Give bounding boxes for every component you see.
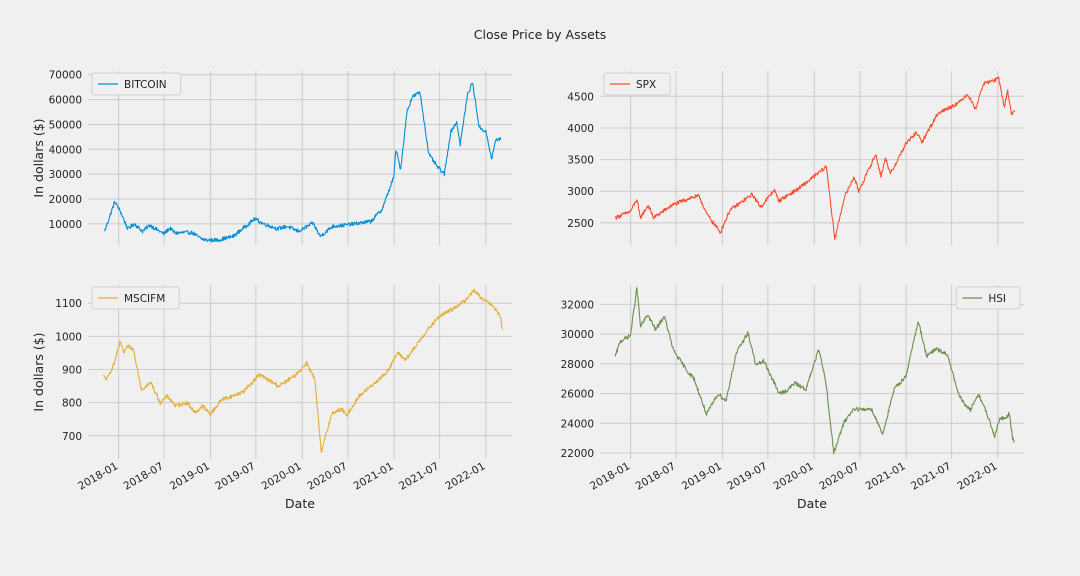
legend-label: MSCIFM bbox=[124, 293, 165, 305]
y-tick-label: 22000 bbox=[561, 448, 594, 460]
x-tick-label: 2022-01 bbox=[955, 460, 999, 492]
legend: BITCOIN bbox=[91, 72, 182, 96]
x-tick-label: 2020-01 bbox=[260, 460, 304, 492]
x-tick-label: 2020-07 bbox=[817, 460, 861, 492]
legend-label: BITCOIN bbox=[124, 79, 167, 91]
y-tick-label: 1100 bbox=[55, 298, 82, 310]
legend-label: HSI bbox=[988, 293, 1006, 305]
x-tick-label: 2021-01 bbox=[352, 460, 396, 492]
y-tick-label: 70000 bbox=[49, 70, 82, 82]
y-tick-label: 24000 bbox=[561, 418, 594, 430]
y-tick-label: 3500 bbox=[567, 155, 594, 167]
y-tick-label: 60000 bbox=[49, 95, 82, 107]
y-tick-label: 30000 bbox=[49, 169, 82, 181]
series-line-bitcoin bbox=[104, 82, 502, 243]
y-axis-label: In dollars ($) bbox=[31, 118, 46, 197]
x-tick-label: 2019-07 bbox=[725, 460, 769, 492]
x-tick-label: 2019-07 bbox=[213, 460, 257, 492]
legend: HSI bbox=[955, 286, 1021, 310]
subplot-2: 2500 3000 3500 4000 4500 SPX bbox=[567, 71, 1024, 245]
y-tick-label: 30000 bbox=[561, 329, 594, 341]
legend-box bbox=[91, 72, 182, 96]
legend-box bbox=[955, 286, 1021, 310]
x-tick-label: 2019-01 bbox=[168, 460, 212, 492]
x-tick-label: 2022-01 bbox=[443, 460, 487, 492]
x-tick-label: 2018-07 bbox=[122, 460, 166, 492]
x-tick-label: 2018-01 bbox=[588, 460, 632, 492]
legend: SPX bbox=[603, 72, 671, 96]
series-line-mscifm bbox=[102, 288, 503, 454]
x-tick-label: 2021-07 bbox=[397, 460, 441, 492]
series-line-spx bbox=[614, 76, 1016, 241]
x-tick-label: 2021-01 bbox=[864, 460, 908, 492]
legend-label: SPX bbox=[636, 79, 656, 91]
y-tick-label: 20000 bbox=[49, 194, 82, 206]
y-tick-label: 800 bbox=[62, 398, 82, 410]
legend-box bbox=[91, 286, 180, 310]
x-tick-label: 2020-01 bbox=[772, 460, 816, 492]
y-tick-label: 4000 bbox=[567, 123, 594, 135]
y-tick-label: 32000 bbox=[561, 299, 594, 311]
y-tick-label: 2500 bbox=[567, 218, 594, 230]
y-tick-label: 28000 bbox=[561, 359, 594, 371]
y-tick-label: 3000 bbox=[567, 186, 594, 198]
x-tick-label: 2019-01 bbox=[680, 460, 724, 492]
x-tick-label: 2020-07 bbox=[305, 460, 349, 492]
series-line-hsi bbox=[614, 287, 1015, 455]
legend: MSCIFM bbox=[91, 286, 180, 310]
subplot-1: 10000 20000 30000 40000 50000 60000 70000 In do… bbox=[31, 70, 512, 245]
x-tick-label: 2018-07 bbox=[634, 460, 678, 492]
y-axis-label: In dollars ($) bbox=[31, 332, 46, 411]
y-tick-label: 4500 bbox=[567, 91, 594, 103]
figure-title: Close Price by Assets bbox=[474, 27, 606, 42]
y-tick-label: 26000 bbox=[561, 389, 594, 401]
x-tick-label: 2021-07 bbox=[909, 460, 953, 492]
x-axis-label: Date bbox=[797, 496, 827, 511]
y-tick-label: 900 bbox=[62, 365, 82, 377]
y-tick-label: 10000 bbox=[49, 219, 82, 231]
x-tick-label: 2018-01 bbox=[76, 460, 120, 492]
y-tick-label: 1000 bbox=[55, 331, 82, 343]
y-tick-label: 40000 bbox=[49, 144, 82, 156]
y-tick-label: 50000 bbox=[49, 119, 82, 131]
y-tick-label: 700 bbox=[62, 431, 82, 443]
legend-box bbox=[603, 72, 671, 96]
x-axis-label: Date bbox=[285, 496, 315, 511]
